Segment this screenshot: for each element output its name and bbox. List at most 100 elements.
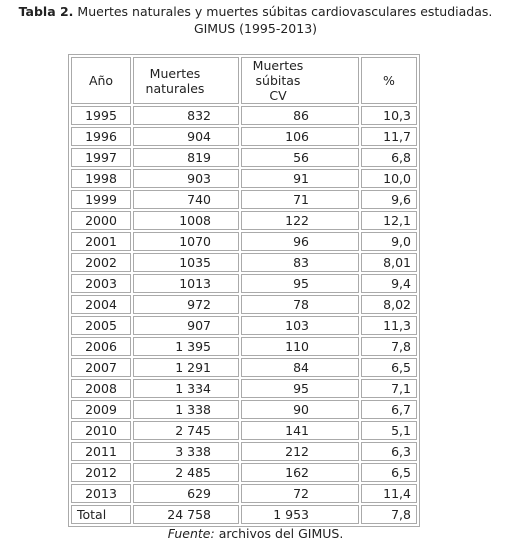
table-cell: 12,1 bbox=[361, 211, 417, 230]
table-cell: 56 bbox=[241, 148, 359, 167]
table-cell: 11,4 bbox=[361, 484, 417, 503]
table-cell: 2004 bbox=[71, 295, 131, 314]
table-cell: 1 291 bbox=[133, 358, 239, 377]
table-cell: 1 395 bbox=[133, 337, 239, 356]
table-cell: 103 bbox=[241, 316, 359, 335]
table-cell: 1 953 bbox=[241, 505, 359, 524]
table-cell: 8,01 bbox=[361, 253, 417, 272]
table-cell: 2003 bbox=[71, 274, 131, 293]
table-row: 2013 629 72 11,4 bbox=[71, 484, 417, 503]
table-cell: 2000 bbox=[71, 211, 131, 230]
table-cell: 162 bbox=[241, 463, 359, 482]
table-cell: 2006 bbox=[71, 337, 131, 356]
table-cell: 1070 bbox=[133, 232, 239, 251]
table-cell: 1013 bbox=[133, 274, 239, 293]
table-cell: 2008 bbox=[71, 379, 131, 398]
table-cell: 1997 bbox=[71, 148, 131, 167]
table-cell: 740 bbox=[133, 190, 239, 209]
table-cell: 106 bbox=[241, 127, 359, 146]
table-cell: 83 bbox=[241, 253, 359, 272]
header-cell: % bbox=[361, 57, 417, 104]
table-row: 2011 3 338 212 6,3 bbox=[71, 442, 417, 461]
table-row: 2010 2 745 141 5,1 bbox=[71, 421, 417, 440]
table-cell: 78 bbox=[241, 295, 359, 314]
table-cell: 10,0 bbox=[361, 169, 417, 188]
table-cell: 96 bbox=[241, 232, 359, 251]
table-cell: 7,8 bbox=[361, 337, 417, 356]
caption-text: GIMUS (1995-2013) bbox=[193, 21, 318, 36]
table-row: 2001 1070 96 9,0 bbox=[71, 232, 417, 251]
table-cell: 6,3 bbox=[361, 442, 417, 461]
table-cell: 7,8 bbox=[361, 505, 417, 524]
table-cell: 11,7 bbox=[361, 127, 417, 146]
table-cell: 9,0 bbox=[361, 232, 417, 251]
footnote: Fuente: archivos del GIMUS. bbox=[0, 526, 511, 541]
table-row: Total 24 758 1 953 7,8 bbox=[71, 505, 417, 524]
footnote-text: archivos del GIMUS. bbox=[218, 526, 344, 541]
table-cell: 907 bbox=[133, 316, 239, 335]
header-cell: Muertes súbitas CV bbox=[241, 57, 359, 104]
table-cell: 1999 bbox=[71, 190, 131, 209]
table-cell: 84 bbox=[241, 358, 359, 377]
table-row: 2009 1 338 90 6,7 bbox=[71, 400, 417, 419]
table-cell: 2002 bbox=[71, 253, 131, 272]
table-cell: 2001 bbox=[71, 232, 131, 251]
table-cell: 141 bbox=[241, 421, 359, 440]
table-cell: 2 745 bbox=[133, 421, 239, 440]
table-row: 1996 904 106 11,7 bbox=[71, 127, 417, 146]
header-row: Año Muertes naturales Muertes súbitas CV% bbox=[71, 57, 417, 104]
table-cell: 24 758 bbox=[133, 505, 239, 524]
table-cell: 72 bbox=[241, 484, 359, 503]
table-cell: 2012 bbox=[71, 463, 131, 482]
table-row: 2004 972 78 8,02 bbox=[71, 295, 417, 314]
table-row: 2008 1 334 95 7,1 bbox=[71, 379, 417, 398]
table-row: 2007 1 291 84 6,5 bbox=[71, 358, 417, 377]
table-cell: 71 bbox=[241, 190, 359, 209]
table-cell: 9,4 bbox=[361, 274, 417, 293]
table-cell: 91 bbox=[241, 169, 359, 188]
table-row: 1998 903 91 10,0 bbox=[71, 169, 417, 188]
table-cell: 903 bbox=[133, 169, 239, 188]
table-cell: 5,1 bbox=[361, 421, 417, 440]
table-cell: 6,5 bbox=[361, 463, 417, 482]
table-cell: 90 bbox=[241, 400, 359, 419]
table-cell: 1035 bbox=[133, 253, 239, 272]
table-cell: 6,5 bbox=[361, 358, 417, 377]
table-cell: 1996 bbox=[71, 127, 131, 146]
table-row: 2012 2 485 162 6,5 bbox=[71, 463, 417, 482]
table-cell: 7,1 bbox=[361, 379, 417, 398]
table-cell: 904 bbox=[133, 127, 239, 146]
table-cell: 8,02 bbox=[361, 295, 417, 314]
table-cell: 95 bbox=[241, 274, 359, 293]
data-table: Año Muertes naturales Muertes súbitas CV% … bbox=[68, 54, 420, 527]
table-cell: 1998 bbox=[71, 169, 131, 188]
table-cell: 2009 bbox=[71, 400, 131, 419]
table-cell: 9,6 bbox=[361, 190, 417, 209]
table-row: 1997 819 56 6,8 bbox=[71, 148, 417, 167]
table-row: 2006 1 395 110 7,8 bbox=[71, 337, 417, 356]
table-row: 2000 1008 122 12,1 bbox=[71, 211, 417, 230]
table-cell: 2013 bbox=[71, 484, 131, 503]
table-cell: 1 334 bbox=[133, 379, 239, 398]
table-row: 2002 1035 83 8,01 bbox=[71, 253, 417, 272]
table-cell: 6,8 bbox=[361, 148, 417, 167]
table-cell: 2005 bbox=[71, 316, 131, 335]
table-cell: 2007 bbox=[71, 358, 131, 377]
table-cell: 1 338 bbox=[133, 400, 239, 419]
table-cell: 6,7 bbox=[361, 400, 417, 419]
footnote-label: Fuente: bbox=[167, 526, 215, 541]
table-row: 2005 907 103 11,3 bbox=[71, 316, 417, 335]
caption-label: Tabla 2. bbox=[18, 4, 74, 19]
table-cell: 2 485 bbox=[133, 463, 239, 482]
table-cell: 1995 bbox=[71, 106, 131, 125]
table-row: 2003 1013 95 9,4 bbox=[71, 274, 417, 293]
table-cell: 122 bbox=[241, 211, 359, 230]
table-cell: 11,3 bbox=[361, 316, 417, 335]
header-cell: Muertes naturales bbox=[133, 57, 239, 104]
caption: Tabla 2. Muertes naturales y muertes súb… bbox=[0, 3, 511, 37]
table-cell: 972 bbox=[133, 295, 239, 314]
table-cell: 1008 bbox=[133, 211, 239, 230]
table-cell: 110 bbox=[241, 337, 359, 356]
table-cell: 95 bbox=[241, 379, 359, 398]
